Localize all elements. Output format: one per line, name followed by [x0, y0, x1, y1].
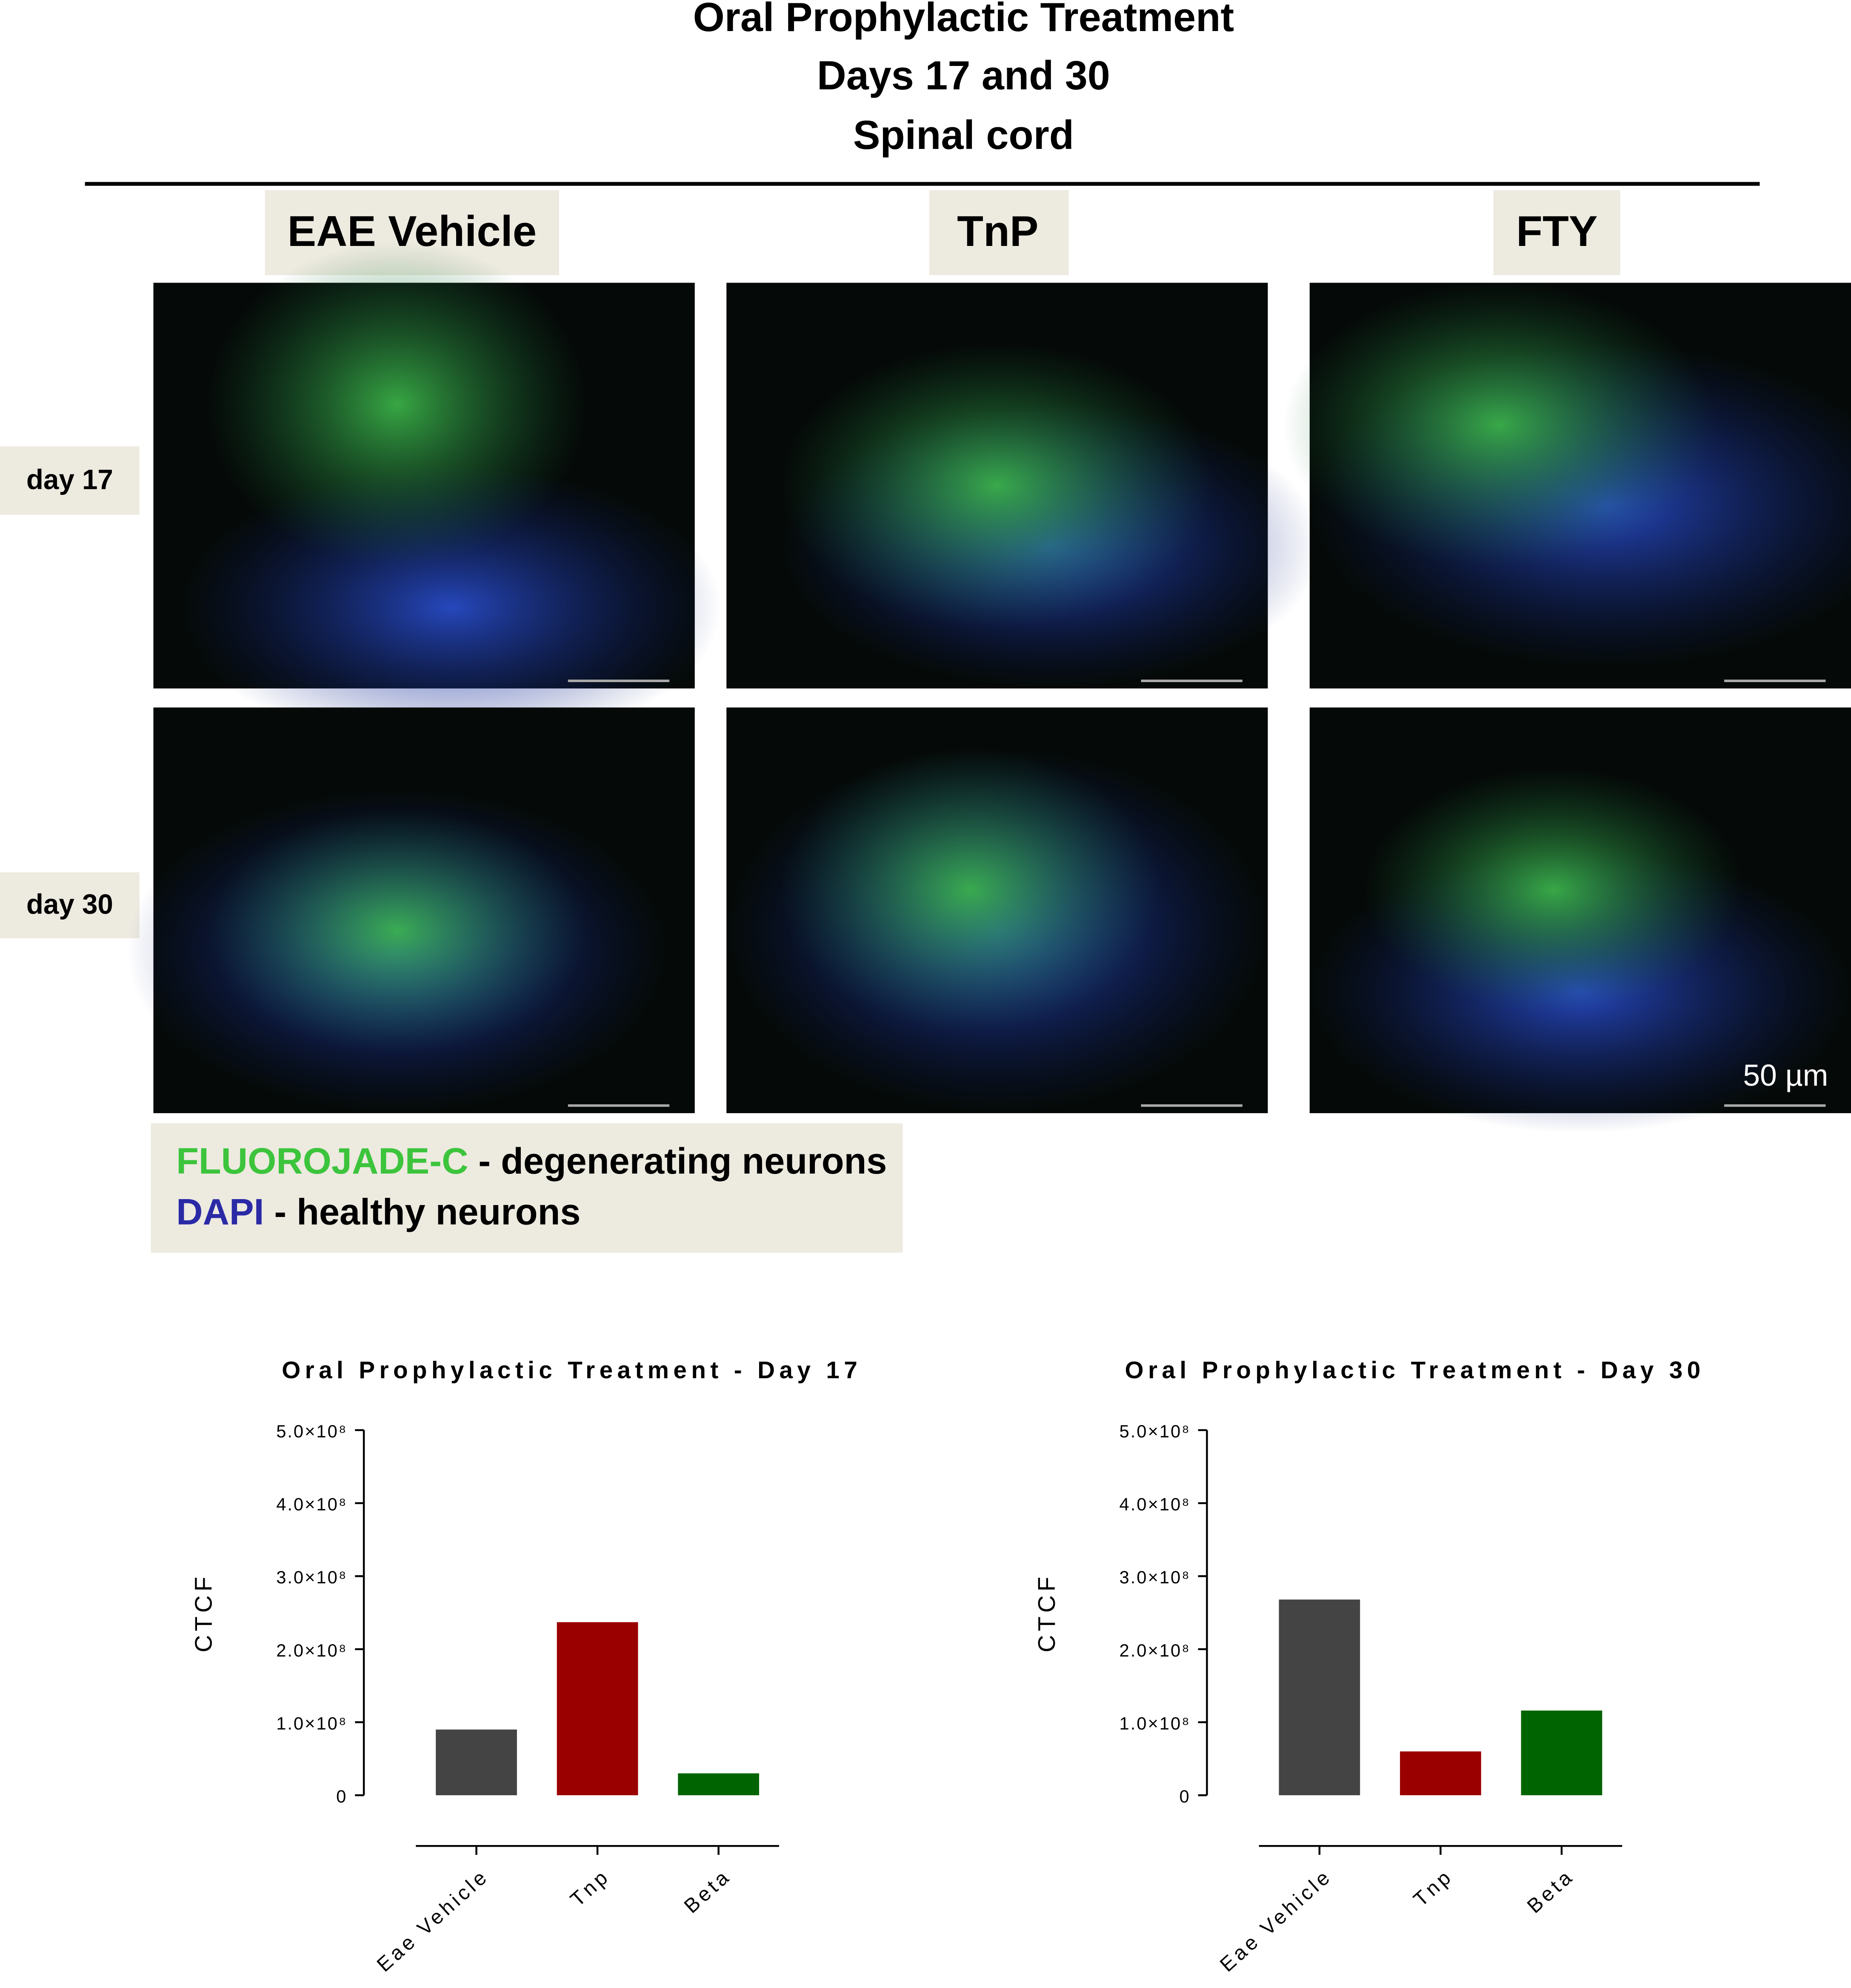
column-label: TnP	[957, 207, 1038, 255]
x-tick-label: Tnp	[1409, 1865, 1457, 1911]
y-tick-label: 0	[1180, 1786, 1191, 1806]
stain: DAPI	[176, 1191, 264, 1232]
bar	[557, 1622, 638, 1796]
column-label: FTY	[1516, 207, 1597, 255]
stain-region	[207, 809, 587, 1053]
y-tick-label: 1.0×10⁸	[1120, 1713, 1191, 1733]
bar	[1279, 1600, 1360, 1796]
chart-title: Oral Prophylactic Treatment - Day 17	[282, 1357, 862, 1383]
column-box	[1493, 190, 1620, 275]
y-tick-label: 1.0×10⁸	[276, 1713, 347, 1733]
legend-entry: DAPI - healthy neurons	[176, 1191, 580, 1232]
y-tick-label: 3.0×10⁸	[1120, 1567, 1191, 1587]
x-tick-label: Eae Vehicle	[373, 1865, 493, 1977]
stain: FLUOROJADE-C	[176, 1141, 468, 1182]
bar	[678, 1773, 759, 1796]
bar	[436, 1729, 517, 1796]
chart-title: Oral Prophylactic Treatment - Day 30	[1125, 1357, 1705, 1383]
row-label: day 30	[26, 889, 113, 920]
title-line: Spinal cord	[853, 113, 1074, 158]
row-label: day 17	[26, 464, 113, 495]
legend-entry: FLUOROJADE-C - degenerating neurons	[176, 1141, 887, 1182]
x-tick-label: Tnp	[566, 1865, 614, 1911]
stain-region	[780, 748, 1160, 1032]
y-tick-label: 5.0×10⁸	[1120, 1421, 1191, 1441]
x-tick-label: Beta	[680, 1865, 735, 1918]
title-line: Oral Prophylactic Treatment	[693, 0, 1234, 40]
description: - healthy neurons	[274, 1191, 580, 1232]
row-box	[0, 872, 140, 938]
row-box	[0, 446, 140, 515]
legend-box	[151, 1123, 903, 1253]
stain-region	[1363, 768, 1743, 1012]
y-tick-label: 4.0×10⁸	[1120, 1494, 1191, 1514]
bar	[1521, 1710, 1602, 1796]
y-tick-label: 3.0×10⁸	[276, 1567, 347, 1587]
y-axis-label: CTCF	[1033, 1573, 1060, 1653]
y-axis-label: CTCF	[190, 1573, 217, 1653]
micrographs	[126, 242, 1851, 1134]
y-tick-label: 2.0×10⁸	[276, 1640, 347, 1660]
y-tick-label: 5.0×10⁸	[276, 1421, 347, 1441]
y-tick-label: 4.0×10⁸	[276, 1494, 347, 1514]
x-tick-label: Beta	[1523, 1865, 1578, 1918]
y-tick-label: 0	[336, 1786, 347, 1806]
stain-region	[1283, 283, 1716, 567]
description: - degenerating neurons	[478, 1141, 887, 1182]
bar	[1400, 1751, 1481, 1796]
y-tick-label: 2.0×10⁸	[1120, 1640, 1191, 1660]
column-box	[929, 190, 1069, 275]
title-line: Days 17 and 30	[817, 53, 1110, 98]
scale-bar-label: 50 µm	[1743, 1059, 1828, 1093]
stain-region	[207, 242, 587, 567]
x-tick-label: Eae Vehicle	[1216, 1865, 1336, 1977]
stain-region	[780, 343, 1214, 628]
